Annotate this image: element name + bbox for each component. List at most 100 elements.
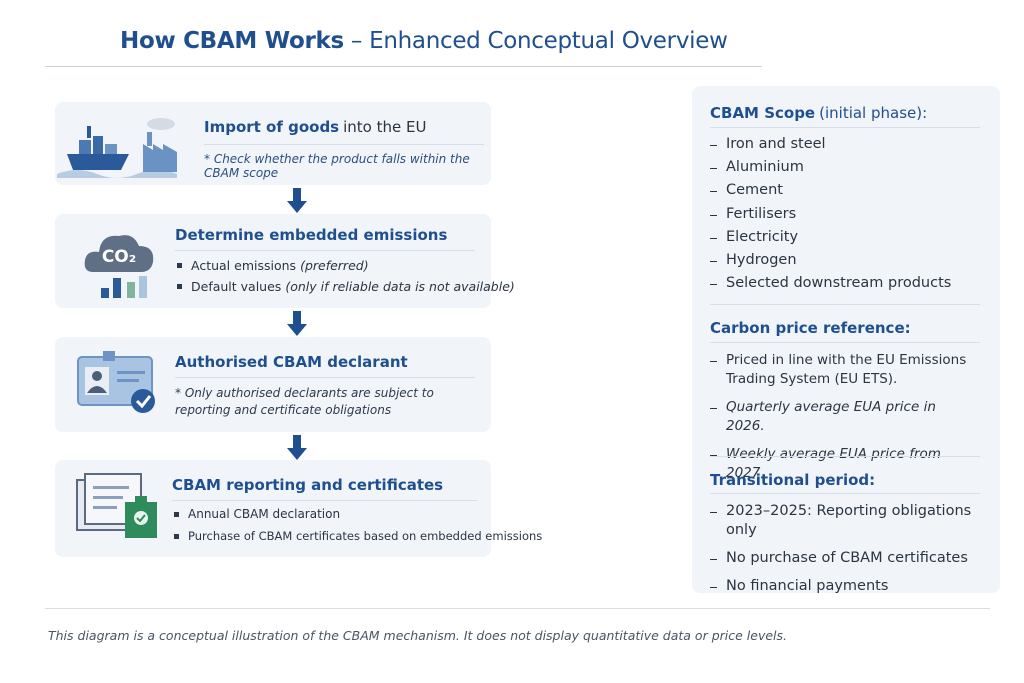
dash-marker: [710, 145, 717, 146]
bullet-text: Default values: [191, 279, 282, 294]
step-note: * Only authorised declarants are subject…: [175, 386, 434, 417]
step-title: Import of goods into the EU: [204, 118, 426, 136]
page-title: How CBAM Works – Enhanced Conceptual Ove…: [120, 28, 728, 54]
title-main: How CBAM Works: [120, 28, 344, 54]
sidebar-item: Selected downstream products: [710, 274, 990, 293]
co2-cloud-icon: CO₂: [84, 235, 154, 298]
dash-marker: [710, 559, 717, 560]
item-text: Selected downstream products: [726, 275, 952, 292]
flow-arrow: [287, 435, 307, 460]
item-text: Priced in line with the EU Emissions Tra…: [726, 352, 967, 387]
bullet-note: (preferred): [300, 258, 369, 273]
sidebar-item: Quarterly average EUA price in 2026.: [710, 398, 975, 436]
dash-marker: [710, 512, 717, 513]
sidebar-item: No purchase of CBAM certificates: [710, 549, 990, 568]
item-text: Weekly average EUA price from 2027: [726, 446, 941, 481]
separator: [710, 342, 980, 343]
title-sub: – Enhanced Conceptual Overview: [350, 28, 728, 54]
icon-text: CO₂: [102, 247, 136, 267]
sidebar-list: Priced in line with the EU Emissions Tra…: [710, 351, 975, 492]
separator: [710, 493, 980, 494]
item-text: No purchase of CBAM certificates: [726, 550, 968, 566]
dash-marker: [710, 455, 717, 456]
item-text: Cement: [726, 182, 783, 199]
bullet-marker: [174, 511, 179, 517]
flow-arrow: [287, 188, 307, 213]
bullet-note: (only if reliable data is not available): [285, 279, 515, 294]
dash-marker: [710, 168, 717, 170]
dash-marker: [710, 191, 717, 193]
sidebar-item: 2023–2025: Reporting obligations only: [710, 502, 990, 540]
separator: [175, 250, 475, 251]
item-text: Electricity: [726, 228, 799, 245]
footer-note: This diagram is a conceptual illustratio…: [48, 628, 787, 643]
dash-marker: [710, 214, 717, 216]
item-text: Fertilisers: [726, 205, 797, 222]
item-text: No financial payments: [726, 578, 889, 594]
heading-bold: CBAM Scope: [710, 104, 816, 122]
dash-marker: [710, 587, 717, 588]
sidebar-item: No financial payments: [710, 577, 990, 596]
sidebar-item: Cement: [710, 181, 990, 200]
separator: [175, 377, 475, 378]
sidebar-list: Iron and steel Aluminium Cement Fertilisers…: [710, 135, 990, 297]
separator: [710, 456, 980, 457]
bullet-list: Annual CBAM declaration Purchase of CBAM…: [174, 507, 542, 549]
bullet: Annual CBAM declaration: [174, 507, 542, 521]
sidebar-item: Weekly average EUA price from 2027: [710, 445, 975, 483]
title-rule: [45, 66, 762, 67]
sidebar: CBAM Scope (initial phase): Iron and stee…: [692, 86, 1000, 594]
step-title-bold: Import of goods: [204, 118, 340, 136]
sidebar-heading: CBAM Scope (initial phase):: [710, 104, 927, 122]
separator: [204, 144, 484, 145]
bullet-marker: [174, 533, 179, 539]
separator: [172, 500, 477, 501]
item-text: Hydrogen: [726, 251, 797, 268]
flow-arrow: [287, 311, 307, 336]
dash-marker: [710, 284, 717, 286]
certificate-icon: [76, 473, 157, 538]
footer-rule: [45, 608, 990, 609]
sidebar-item: Fertilisers: [710, 205, 990, 224]
heading-rest: (initial phase):: [819, 104, 928, 122]
separator: [710, 127, 980, 128]
step-card: Authorised CBAM declarant * Only authori…: [55, 337, 491, 432]
dash-marker: [710, 237, 717, 239]
sidebar-item: Hydrogen: [710, 251, 990, 270]
step-title: Determine embedded emissions: [175, 226, 448, 244]
sidebar-item: Iron and steel: [710, 135, 990, 154]
step-title: Authorised CBAM declarant: [175, 353, 408, 371]
step-note: * Check whether the product falls within…: [204, 152, 470, 180]
bullet-marker: [177, 263, 182, 268]
sidebar-item: Electricity: [710, 228, 990, 247]
sidebar-item: Priced in line with the EU Emissions Tra…: [710, 351, 975, 389]
item-text: 2023–2025: Reporting obligations only: [726, 503, 972, 538]
bullet-list: Actual emissions (preferred) Default valu…: [177, 258, 515, 300]
sidebar-heading: Carbon price reference:: [710, 319, 911, 337]
step-card: Import of goods into the EU * Check wheth…: [55, 102, 491, 185]
bullet-text: Purchase of CBAM certificates based on e…: [188, 529, 543, 543]
bullet-marker: [177, 284, 182, 289]
item-text: Quarterly average EUA price in 2026.: [726, 399, 936, 434]
sidebar-list: 2023–2025: Reporting obligations only No …: [710, 502, 990, 605]
ship-factory-icon: [57, 118, 177, 178]
item-text: Iron and steel: [726, 136, 826, 152]
bullet: Default values (only if reliable data is …: [177, 279, 515, 294]
item-text: Aluminium: [726, 159, 804, 176]
bullet-text: Actual emissions: [191, 258, 297, 273]
dash-marker: [710, 361, 717, 362]
step-card: CBAM reporting and certificates Annual C…: [55, 460, 542, 557]
bullet: Purchase of CBAM certificates based on e…: [174, 529, 542, 543]
step-title: CBAM reporting and certificates: [172, 476, 444, 494]
sidebar-heading: Transitional period:: [710, 471, 876, 489]
id-card-icon: [77, 351, 155, 413]
sidebar-item: Aluminium: [710, 158, 990, 177]
dash-marker: [710, 408, 717, 409]
step-card: CO₂ Determine embedded emissions Actual …: [55, 214, 515, 308]
bullet: Actual emissions (preferred): [177, 258, 515, 273]
step-title-rest: into the EU: [343, 118, 427, 136]
dash-marker: [710, 260, 717, 262]
separator: [710, 304, 980, 305]
